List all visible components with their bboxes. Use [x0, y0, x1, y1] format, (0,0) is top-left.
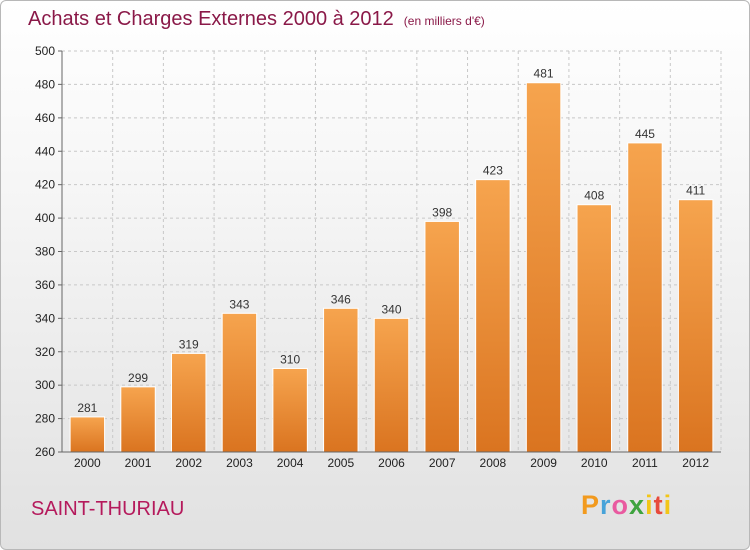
y-tick-label: 380	[35, 245, 55, 259]
bar	[170, 352, 207, 453]
x-tick-label: 2012	[682, 456, 709, 470]
x-tick-label: 2008	[480, 456, 507, 470]
logo-letter: o	[611, 490, 630, 520]
y-tick-label: 300	[35, 378, 55, 392]
bar	[576, 204, 613, 453]
y-tick-label: 480	[35, 77, 55, 91]
x-tick-label: 2009	[530, 456, 557, 470]
bar-value-label: 408	[584, 189, 604, 203]
y-tick-label: 420	[35, 178, 55, 192]
x-tick-label: 2000	[74, 456, 101, 470]
commune-name: SAINT-THURIAU	[31, 498, 185, 520]
y-tick-label: 260	[35, 445, 55, 459]
bar-value-label: 398	[432, 205, 452, 219]
bar	[627, 142, 663, 453]
bar-value-label: 411	[686, 184, 705, 198]
logo-letter: r	[600, 490, 612, 520]
bar-value-label: 423	[483, 164, 503, 178]
bar	[69, 416, 106, 453]
bar-value-label: 281	[77, 401, 97, 415]
bar	[677, 199, 714, 453]
x-tick-label: 2002	[175, 456, 202, 470]
logo-letter: t	[653, 490, 664, 520]
y-tick-label: 500	[35, 44, 55, 58]
logo-letter: P	[581, 490, 601, 520]
x-tick-label: 2006	[378, 456, 405, 470]
y-tick-label: 360	[35, 278, 55, 292]
x-tick-label: 2011	[632, 456, 658, 470]
x-tick-label: 2010	[581, 456, 608, 470]
bar-value-label: 346	[331, 292, 351, 306]
y-tick-label: 460	[35, 111, 55, 125]
bar-value-label: 481	[534, 67, 554, 81]
y-tick-label: 400	[35, 211, 55, 225]
bar	[221, 312, 258, 453]
bar-value-label: 340	[381, 302, 401, 316]
chart-title: Achats et Charges Externes 2000 à 2012	[28, 8, 394, 30]
x-tick-label: 2007	[429, 456, 456, 470]
x-tick-label: 2003	[226, 456, 253, 470]
logo-letter: x	[629, 490, 646, 520]
x-tick-label: 2001	[125, 456, 152, 470]
proxiti-logo[interactable]: Proxiti	[581, 490, 672, 521]
bar	[525, 82, 562, 453]
bar	[373, 317, 410, 453]
bar	[424, 220, 460, 453]
y-tick-label: 340	[35, 311, 55, 325]
bar	[323, 307, 359, 453]
x-tick-label: 2005	[327, 456, 354, 470]
bar	[120, 386, 156, 453]
bar-value-label: 445	[635, 127, 655, 141]
chart-unit: (en milliers d'€)	[403, 14, 485, 28]
bar	[475, 179, 511, 453]
bar-value-label: 310	[280, 352, 300, 366]
y-tick-label: 280	[35, 412, 55, 426]
y-tick-label: 440	[35, 144, 55, 158]
chart-header: Achats et Charges Externes 2000 à 2012 (e…	[28, 8, 485, 31]
bar-value-label: 343	[229, 297, 249, 311]
x-tick-label: 2004	[277, 456, 304, 470]
bar-value-label: 319	[179, 337, 199, 351]
bar-value-label: 299	[128, 371, 148, 385]
bar	[272, 367, 308, 453]
logo-letter: i	[663, 490, 673, 520]
logo-letter: i	[645, 490, 654, 520]
y-tick-label: 320	[35, 345, 55, 359]
